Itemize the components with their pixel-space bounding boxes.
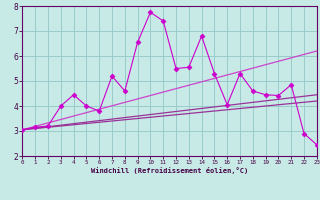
X-axis label: Windchill (Refroidissement éolien,°C): Windchill (Refroidissement éolien,°C) [91, 167, 248, 174]
